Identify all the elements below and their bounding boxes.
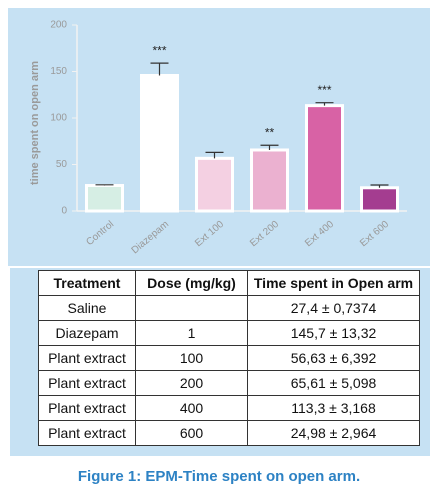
table-cell: Saline [38, 295, 136, 321]
table-body: Saline 27,4 ± 0,7374 Diazepam 1 145,7 ± 13,3… [38, 295, 420, 446]
bar [85, 184, 124, 213]
table-cell: Plant extract [38, 420, 136, 446]
table-cell [135, 295, 248, 321]
table-cell: 113,3 ± 3,168 [247, 395, 420, 421]
y-axis-label: time spent on open arm [29, 61, 41, 185]
bar [250, 148, 289, 213]
table-row: Plant extract 600 24,98 ± 2,964 [38, 420, 420, 446]
significance: *** [152, 43, 166, 57]
significance: ** [265, 125, 275, 139]
table-cell: Plant extract [38, 345, 136, 371]
table-cell: 200 [135, 370, 248, 396]
table-row: Plant extract 200 65,61 ± 5,098 [38, 370, 420, 396]
chart-background [8, 8, 430, 266]
bar [140, 73, 179, 213]
y-tick-label: 0 [61, 206, 67, 217]
table-cell: 56,63 ± 6,392 [247, 345, 420, 371]
table-cell: Plant extract [38, 370, 136, 396]
y-tick-label: 150 [50, 66, 67, 77]
table: Treatment Dose (mg/kg) Time spent in Open … [38, 270, 420, 446]
table-cell: 27,4 ± 0,7374 [247, 295, 420, 321]
error-bar [315, 102, 334, 106]
table-row: Plant extract 400 113,3 ± 3,168 [38, 395, 420, 421]
header-row: Treatment Dose (mg/kg) Time spent in Open … [38, 270, 420, 296]
bar [305, 104, 344, 213]
significance: *** [317, 83, 331, 97]
y-tick-label: 200 [50, 20, 67, 31]
table-cell: 1 [135, 320, 248, 346]
error-bar [260, 144, 279, 150]
table-cell: Plant extract [38, 395, 136, 421]
table-cell: 600 [135, 420, 248, 446]
table-row: Diazepam 1 145,7 ± 13,32 [38, 320, 420, 346]
error-bar [150, 62, 169, 76]
table-cell: Diazepam [38, 320, 136, 346]
bar [360, 186, 399, 213]
table-cell: 400 [135, 395, 248, 421]
chart: time spent on open arm 050100150200Contr… [8, 8, 430, 266]
error-bar [205, 151, 224, 159]
caption: Figure 1: EPM-Time spent on open arm. [77, 468, 361, 485]
table-row: Plant extract 100 56,63 ± 6,392 [38, 345, 420, 371]
table-cell: 100 [135, 345, 248, 371]
error-bar [95, 184, 114, 186]
error-bar [370, 184, 389, 188]
y-tick-label: 50 [56, 159, 68, 170]
table-cell: 65,61 ± 5,098 [247, 370, 420, 396]
table-panel: Treatment Dose (mg/kg) Time spent in Open … [10, 268, 430, 456]
header-cell: Dose (mg/kg) [135, 270, 248, 296]
y-tick-label: 100 [50, 113, 67, 124]
table-row: Saline 27,4 ± 0,7374 [38, 295, 420, 321]
header-cell: Treatment [38, 270, 136, 296]
bar [195, 156, 234, 213]
header-cell: Time spent in Open arm [247, 270, 420, 296]
table-cell: 145,7 ± 13,32 [247, 320, 420, 346]
table-cell: 24,98 ± 2,964 [247, 420, 420, 446]
